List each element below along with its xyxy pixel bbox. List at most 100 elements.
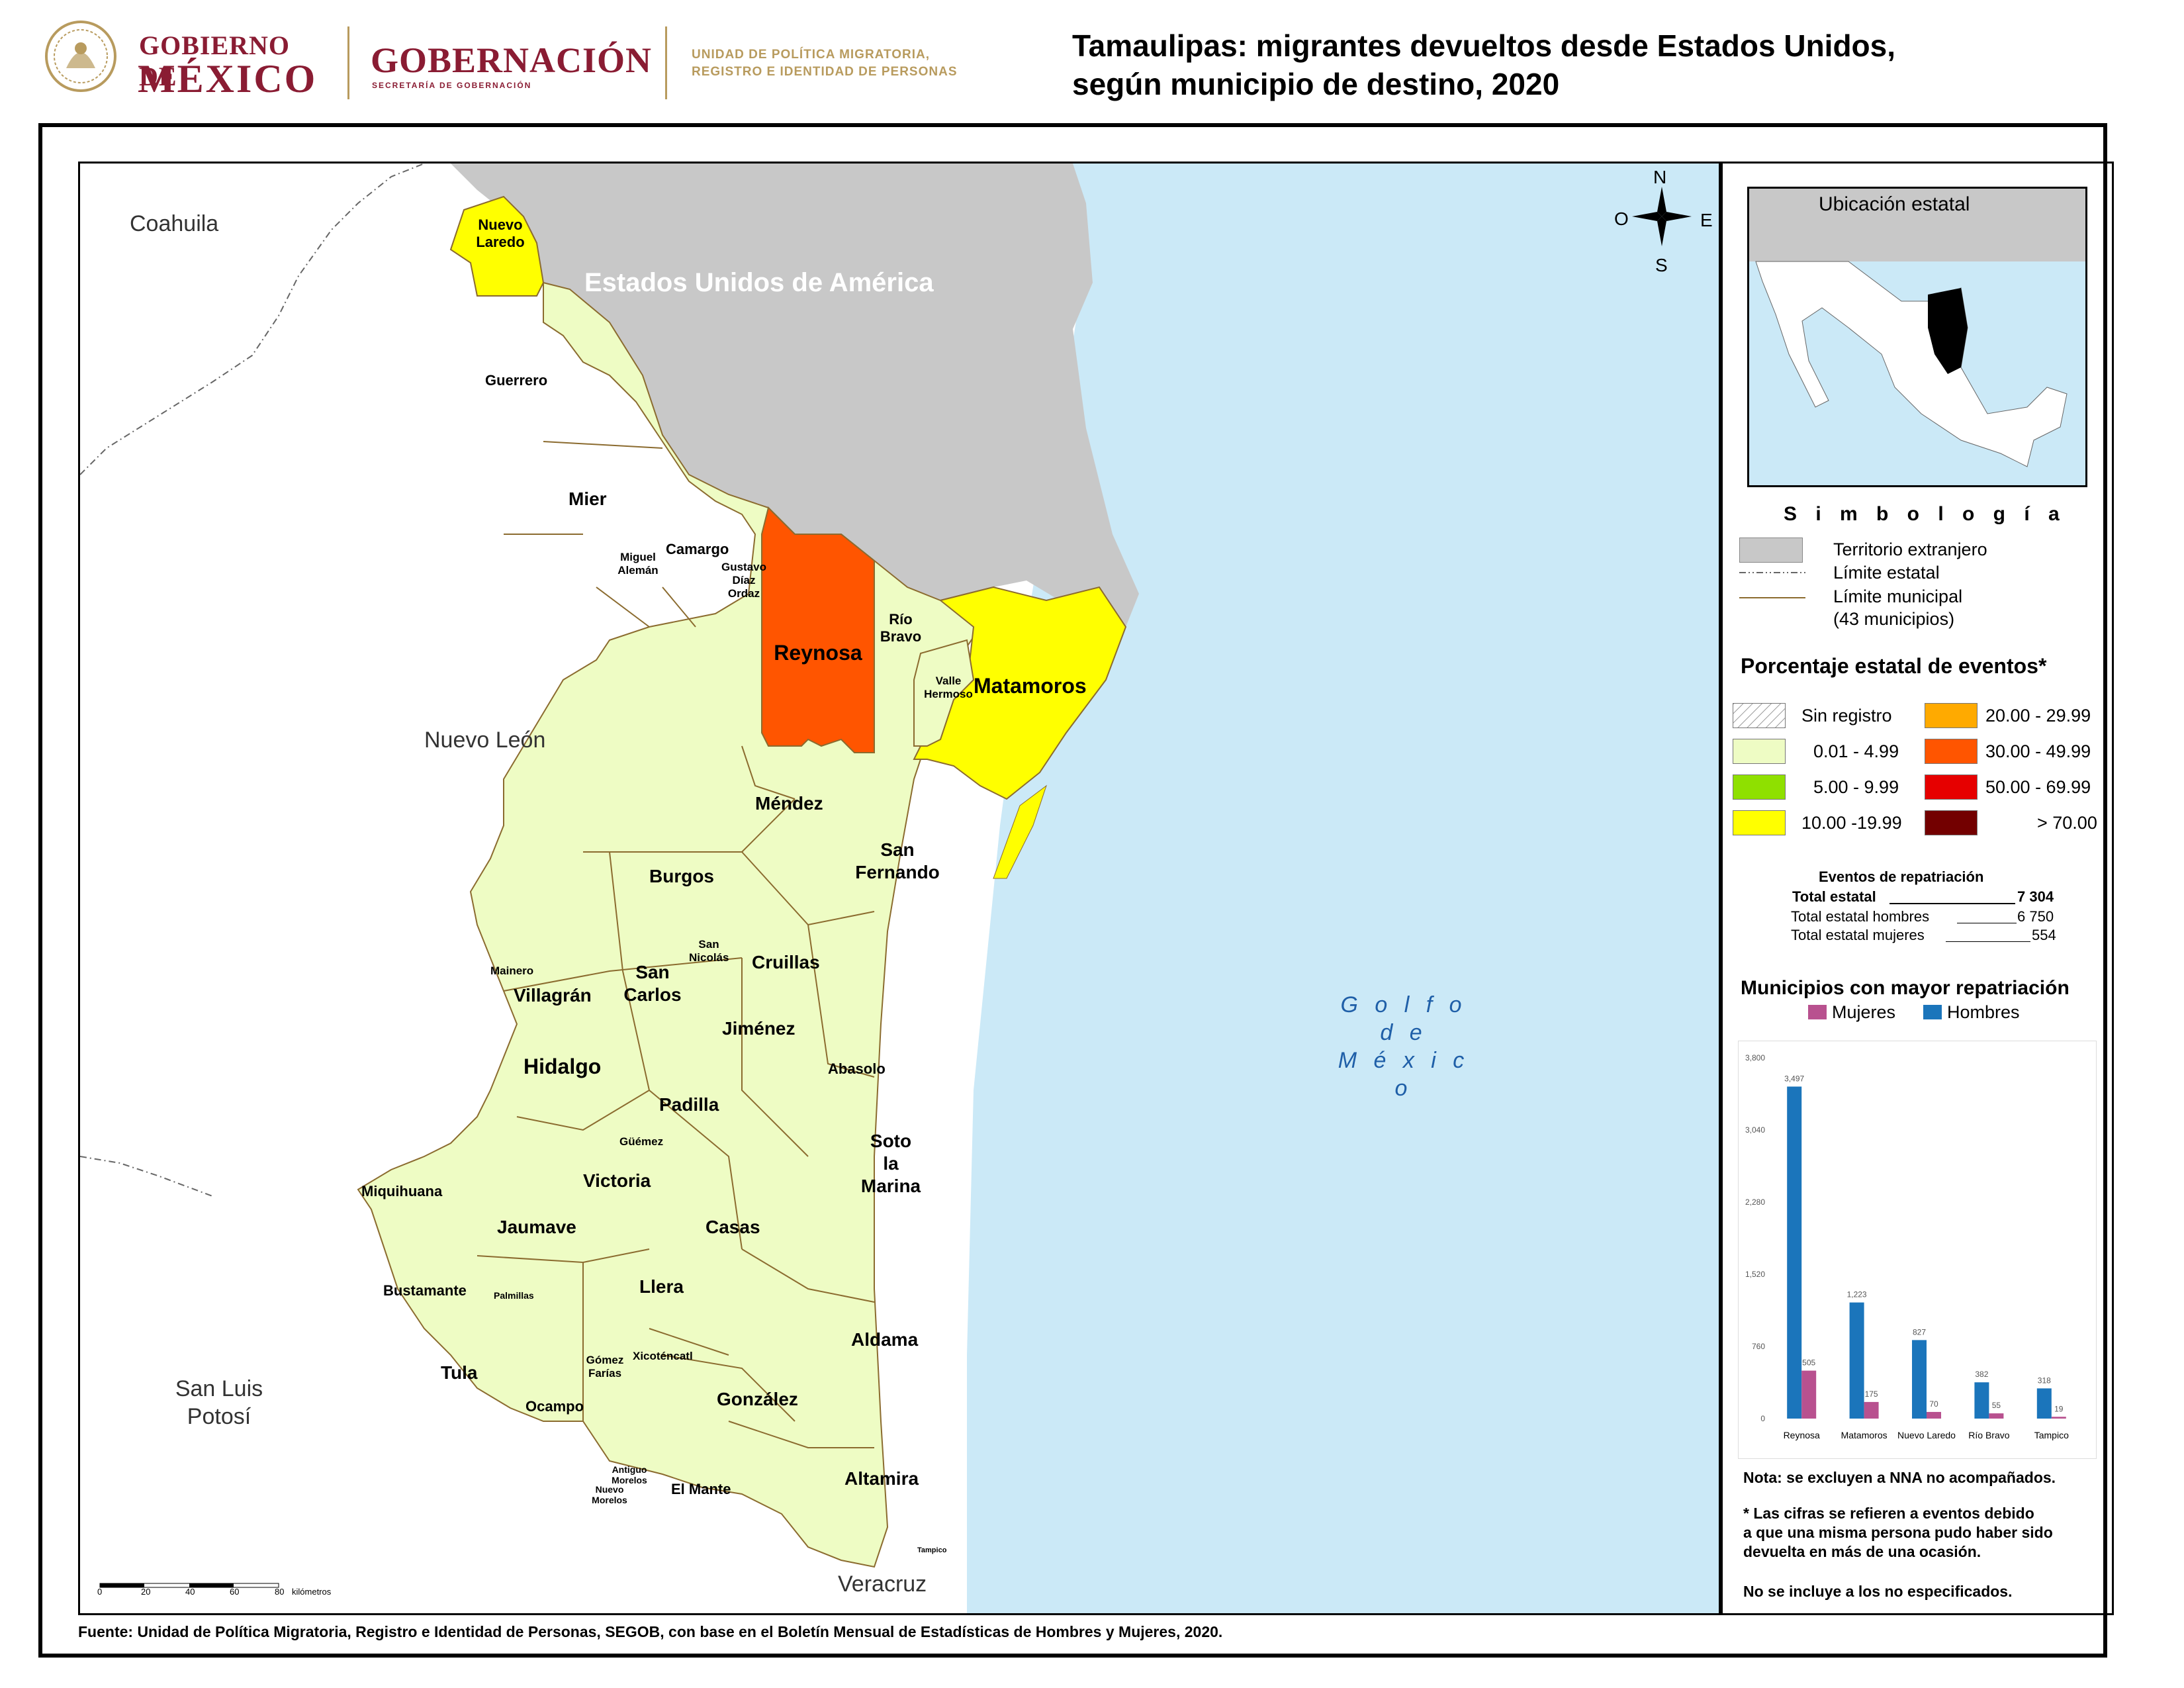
scale-tick-60: 60 bbox=[230, 1587, 240, 1597]
foreign-swatch bbox=[1739, 538, 1803, 563]
chart-title: Municipios con mayor repatriación bbox=[1741, 977, 2070, 999]
inset-usa bbox=[1749, 189, 2085, 261]
y-tick-label: 1,520 bbox=[1745, 1270, 1765, 1279]
label-san-fernando-2: Fernando bbox=[855, 862, 940, 882]
muni-reynosa bbox=[761, 506, 875, 753]
source-text: Fuente: Unidad de Política Migratoria, R… bbox=[78, 1623, 1223, 1640]
bar-chart-svg: 0 760 1,520 2,280 3,040 3,800 3,497 505 Reynosa 1… bbox=[1745, 1053, 2069, 1440]
legend-panel bbox=[1721, 162, 2114, 1615]
label-tula: Tula bbox=[441, 1362, 478, 1383]
muni-nuevo-laredo bbox=[449, 195, 545, 297]
gulf-line-3: M é x i c o bbox=[1338, 1048, 1470, 1101]
map-title: Tamaulipas: migrantes devueltos desde Es… bbox=[1072, 26, 2131, 103]
label-gomez-farias-2: Farías bbox=[588, 1367, 622, 1380]
total-leader bbox=[1889, 903, 2015, 904]
label-miguel-aleman-2: Alemán bbox=[617, 564, 659, 577]
class-label-5-00: 5.00 - 9.99 bbox=[1813, 777, 1899, 797]
label-tampico: Tampico bbox=[917, 1546, 947, 1554]
bar-hombres bbox=[1974, 1382, 1989, 1419]
mexico-text: MÉXICO bbox=[138, 57, 318, 101]
label-san-fernando-1: San bbox=[880, 839, 915, 860]
label-nuevo-laredo-2: Laredo bbox=[476, 234, 525, 250]
gulf-water bbox=[967, 164, 1719, 1613]
y-tick-label: 760 bbox=[1752, 1342, 1765, 1351]
label-ocampo: Ocampo bbox=[525, 1398, 584, 1415]
compass-s: S bbox=[1655, 255, 1668, 275]
scale-tick-20: 20 bbox=[141, 1587, 151, 1597]
class-label-sin-registro: Sin registro bbox=[1801, 706, 1892, 726]
label-rio-bravo: Río Bravo bbox=[871, 611, 931, 645]
state-nuevo-leon: Nuevo León bbox=[424, 727, 546, 753]
category-label: Río Bravo bbox=[1968, 1430, 2009, 1440]
women-value: 554 bbox=[2032, 927, 2056, 943]
legend-mujeres-swatch bbox=[1808, 1005, 1827, 1019]
label-antiguo-morelos-2: Morelos bbox=[612, 1475, 647, 1485]
muni-boundaries bbox=[477, 441, 875, 1448]
map-frame bbox=[38, 123, 2107, 1658]
secretaria-text: SECRETARÍA DE GOBERNACIÓN bbox=[372, 81, 532, 90]
note-3: No se incluye a los no especificados. bbox=[1743, 1583, 2013, 1600]
bar-hombres bbox=[1849, 1302, 1864, 1419]
label-antiguo-morelos-1: Antiguo bbox=[612, 1464, 647, 1475]
north-arrow-icon bbox=[1632, 187, 1692, 246]
unidad-text: UNIDAD DE POLÍTICA MIGRATORIA, REGISTRO … bbox=[692, 46, 1009, 81]
label-hidalgo: Hidalgo bbox=[523, 1055, 602, 1078]
class-label-70: > 70.00 bbox=[2037, 813, 2097, 833]
label-valle-hermoso: Valle Hermoso bbox=[915, 675, 981, 701]
gobierno-de-text: GOBIERNO DE bbox=[139, 30, 291, 91]
label-cruillas: Cruillas bbox=[752, 952, 820, 972]
category-label: Tampico bbox=[2034, 1430, 2069, 1440]
usa-label: Estados Unidos de América bbox=[584, 268, 934, 297]
label-gdo-3: Ordaz bbox=[727, 587, 760, 600]
label-nuevo-morelos-2: Morelos bbox=[592, 1495, 627, 1505]
label-victoria: Victoria bbox=[583, 1170, 651, 1191]
bar-value-label: 3,497 bbox=[1784, 1074, 1804, 1083]
gulf-line-2: d e bbox=[1380, 1020, 1428, 1045]
label-miquihuana: Miquihuana bbox=[361, 1183, 443, 1199]
bar-value-label: 55 bbox=[1992, 1401, 2001, 1410]
label-gonzalez: González bbox=[717, 1389, 798, 1409]
bar-chart: 0 760 1,520 2,280 3,040 3,800 3,497 505 Reynosa 1… bbox=[1738, 1041, 2097, 1459]
y-tick-label: 2,280 bbox=[1745, 1197, 1765, 1207]
label-padilla: Padilla bbox=[659, 1094, 719, 1115]
bar-mujeres bbox=[1801, 1370, 1817, 1419]
swatch-10-00 bbox=[1733, 810, 1786, 835]
label-miguel-aleman: Miguel Alemán bbox=[615, 551, 661, 577]
inset-map-svg bbox=[1749, 189, 2085, 467]
class-label-0-01: 0.01 - 4.99 bbox=[1813, 741, 1899, 761]
label-gustavo-diaz-ordaz: Gustavo Díaz Ordaz bbox=[721, 561, 767, 600]
label-soto-3: Marina bbox=[860, 1176, 921, 1196]
note-2a: * Las cifras se refieren a eventos debid… bbox=[1743, 1505, 2034, 1522]
map-panel: N S E O 0 20 40 60 80 kilómetros Coahuil… bbox=[78, 162, 1721, 1615]
scale-tick-40: 40 bbox=[185, 1587, 195, 1597]
label-casas: Casas bbox=[705, 1217, 760, 1237]
legend-hombres-label: Hombres bbox=[1947, 1002, 2020, 1022]
label-rio-bravo-2: Bravo bbox=[880, 628, 922, 645]
bar-value-label: 1,223 bbox=[1847, 1290, 1867, 1299]
label-soto-2: la bbox=[883, 1153, 899, 1174]
muni-matamoros-coast bbox=[993, 784, 1047, 879]
label-san-carlos-2: Carlos bbox=[623, 984, 682, 1005]
compass-n: N bbox=[1653, 167, 1667, 187]
bar-hombres bbox=[2036, 1388, 2052, 1419]
mun-limit-line bbox=[1739, 597, 1805, 598]
map-svg bbox=[80, 164, 1719, 1613]
state-veracruz: Veracruz bbox=[838, 1571, 927, 1597]
label-mendez: Méndez bbox=[755, 793, 823, 814]
bar-value-label: 505 bbox=[1802, 1358, 1815, 1368]
label-san-carlos-1: San bbox=[635, 962, 670, 982]
inset-mexico bbox=[1755, 261, 2068, 467]
label-nuevo-laredo-1: Nuevo bbox=[478, 216, 523, 233]
label-camargo: Camargo bbox=[666, 541, 729, 557]
label-nuevo-morelos: Nuevo Morelos bbox=[590, 1484, 629, 1505]
label-palmillas: Palmillas bbox=[494, 1290, 534, 1301]
label-gdo-1: Gustavo bbox=[721, 561, 767, 573]
label-matamoros: Matamoros bbox=[974, 674, 1087, 698]
class-label-20-00: 20.00 - 29.99 bbox=[1985, 706, 2091, 726]
label-nuevo-laredo: Nuevo Laredo bbox=[464, 216, 537, 251]
legend-mujeres-label: Mujeres bbox=[1832, 1002, 1896, 1022]
men-value: 6 750 bbox=[2017, 908, 2054, 925]
bar-hombres bbox=[1912, 1340, 1927, 1419]
label-gomez-farias: Gómez Farías bbox=[582, 1354, 628, 1380]
label-san-fernando: San Fernando bbox=[854, 839, 940, 884]
